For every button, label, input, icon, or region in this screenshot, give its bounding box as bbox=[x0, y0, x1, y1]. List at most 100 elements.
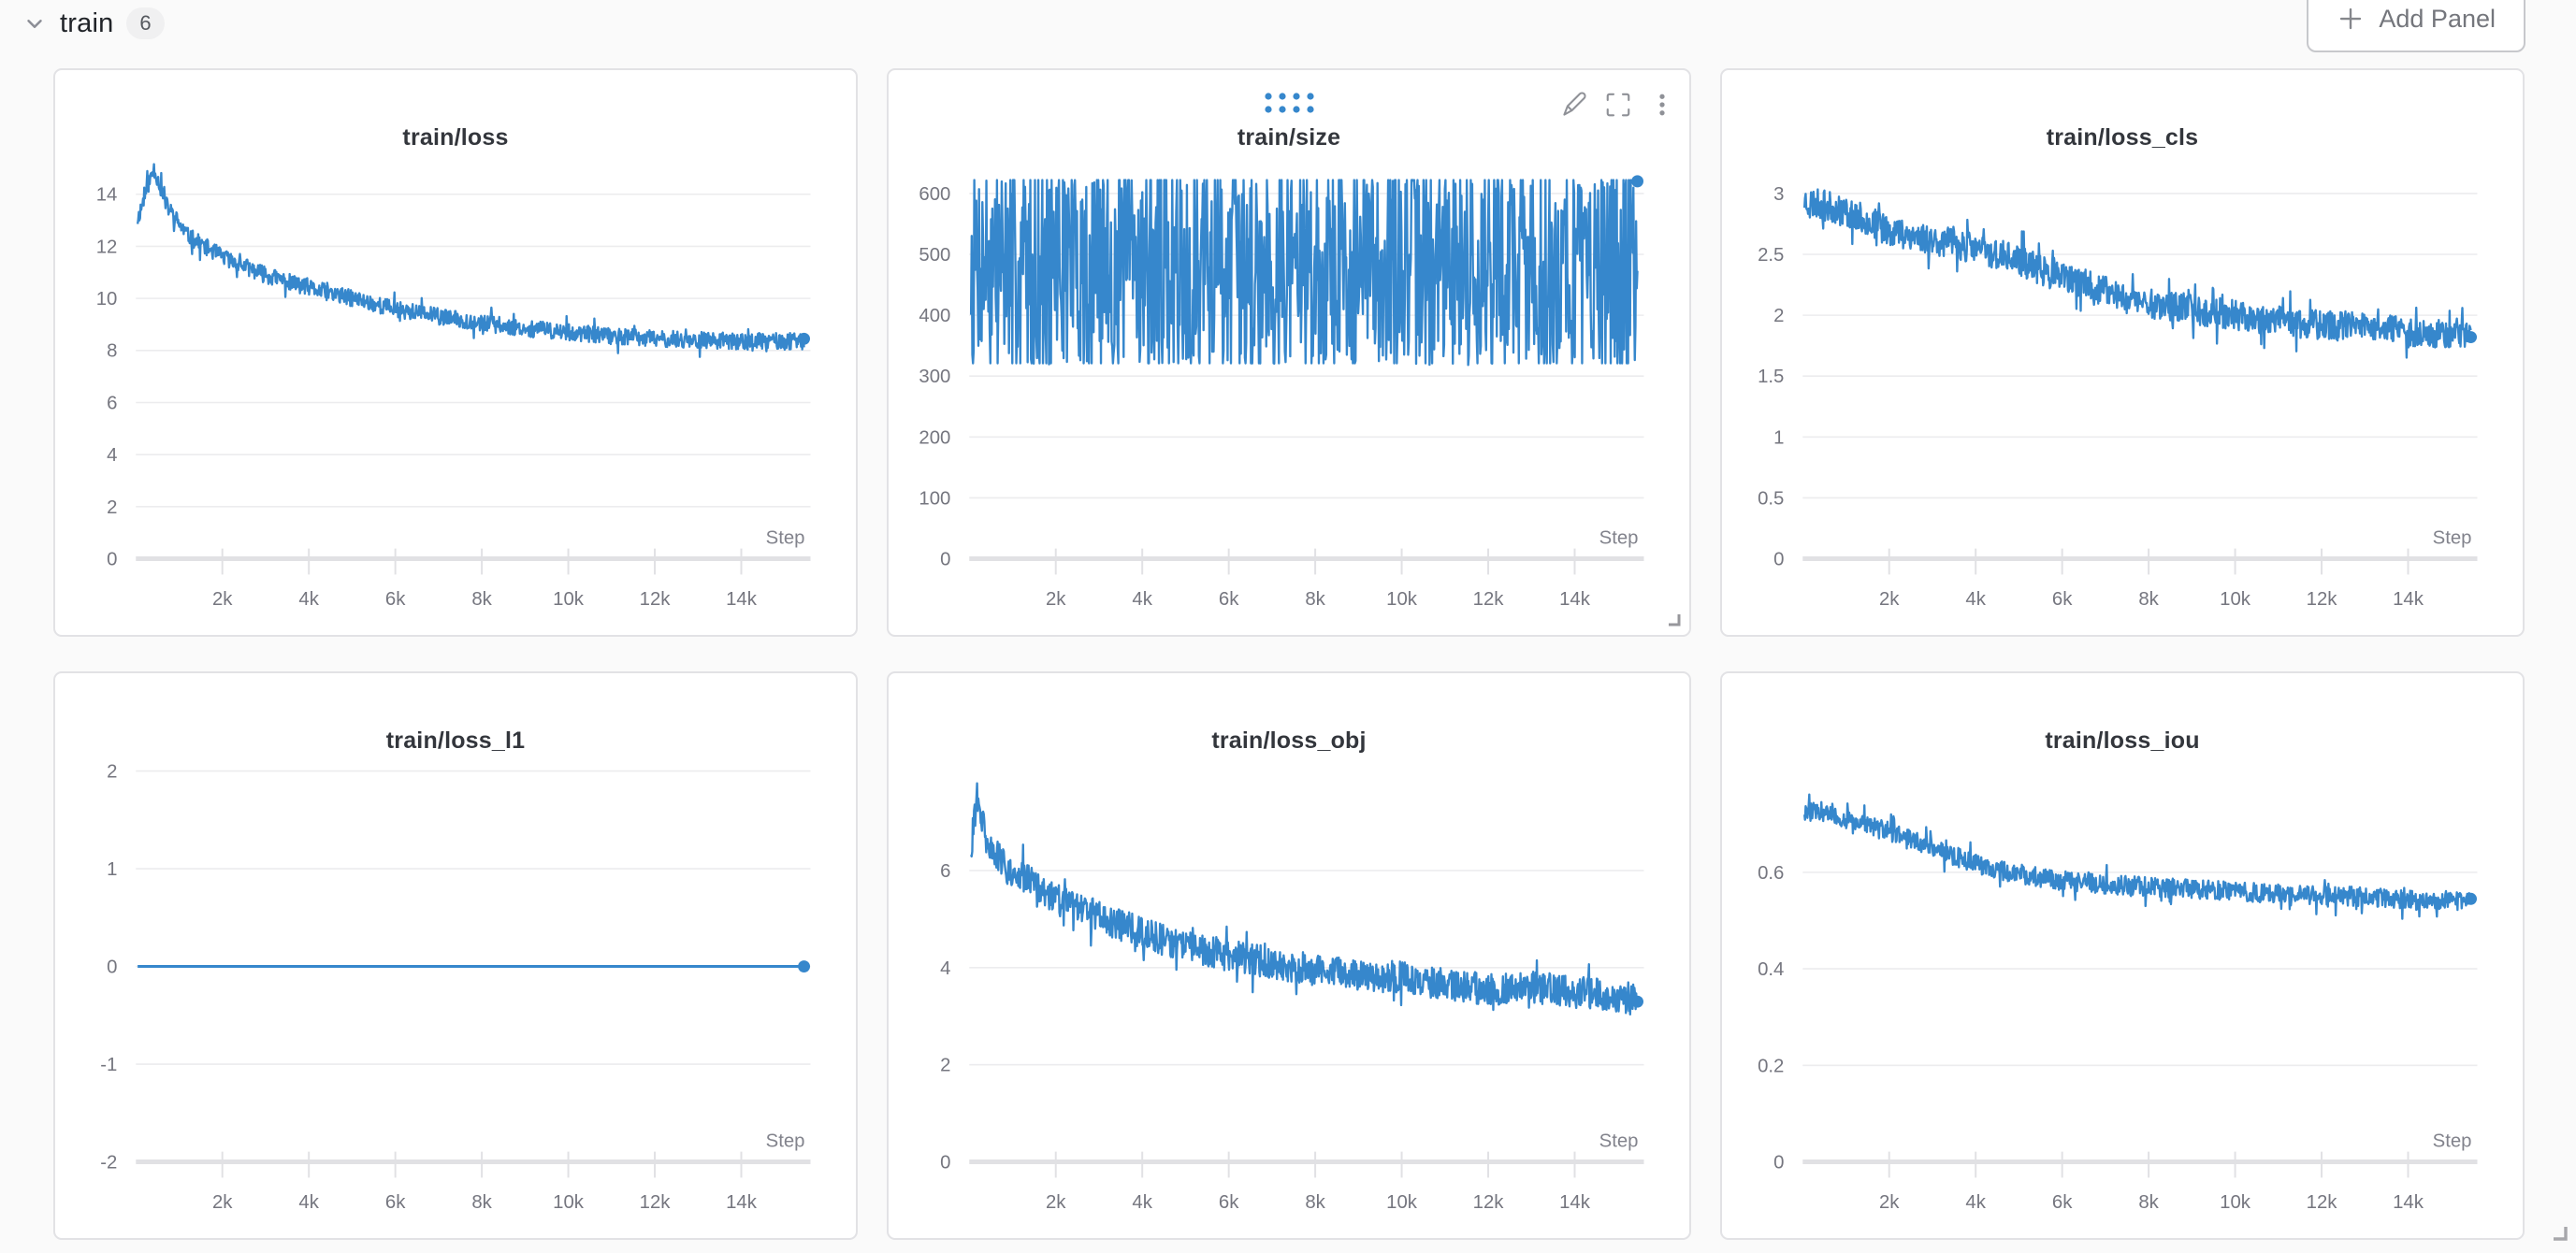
x-tick-label: 14k bbox=[2393, 1192, 2424, 1213]
panel-train-loss: train/loss 0 2 4 6 8 10 12 14 2k 4k 6k 8k 10k 12k 14k St… bbox=[53, 68, 858, 637]
add-panel-label: Add Panel bbox=[2379, 4, 2496, 33]
y-tick-label: 3 bbox=[1773, 184, 1784, 205]
y-tick-label: -1 bbox=[100, 1055, 117, 1075]
y-tick-label: 200 bbox=[919, 427, 950, 448]
x-tick-label: 10k bbox=[2220, 1192, 2251, 1213]
y-tick-label: 0 bbox=[940, 549, 950, 569]
panel-title: train/loss_obj bbox=[1211, 727, 1367, 754]
panel-resize-handle[interactable] bbox=[1666, 612, 1683, 628]
chart-train-loss-l1[interactable]: -2 -1 0 1 2 2k 4k 6k 8k 10k 12k 14k Step bbox=[55, 673, 856, 1238]
x-tick-label: 2k bbox=[212, 1192, 233, 1213]
y-tick-label: 300 bbox=[919, 367, 950, 387]
panel-train-size: train/size 0 100 200 300 400 500 600 2k 4k 6k 8k 10k… bbox=[887, 68, 1691, 637]
x-tick-label: 2k bbox=[1879, 589, 1900, 610]
x-tick-label: 6k bbox=[385, 1192, 406, 1213]
x-tick-label: 4k bbox=[298, 589, 319, 610]
x-tick-label: 4k bbox=[1132, 589, 1152, 610]
last-value-dot bbox=[798, 332, 811, 345]
y-tick-label: 400 bbox=[919, 306, 950, 326]
x-tick-label: 2k bbox=[1046, 589, 1066, 610]
x-tick-label: 6k bbox=[1219, 1192, 1239, 1213]
x-tick-label: 8k bbox=[471, 589, 492, 610]
drag-handle-icon[interactable] bbox=[1261, 91, 1317, 115]
y-tick-label: 10 bbox=[96, 289, 118, 310]
x-axis-title: Step bbox=[2433, 528, 2472, 549]
y-tick-label: -2 bbox=[100, 1152, 117, 1173]
y-tick-label: 600 bbox=[919, 184, 950, 205]
x-tick-label: 10k bbox=[2220, 589, 2251, 610]
section-resize-handle[interactable] bbox=[2551, 1224, 2569, 1243]
y-tick-label: 8 bbox=[107, 341, 117, 362]
chart-train-loss-cls[interactable]: 0 0.5 1 1.5 2 2.5 3 2k 4k 6k 8k 10k 12k 14k Step bbox=[1722, 70, 2523, 635]
series-line bbox=[1802, 188, 2472, 359]
x-tick-label: 12k bbox=[640, 589, 672, 610]
x-tick-label: 6k bbox=[2052, 1192, 2073, 1213]
y-tick-label: 100 bbox=[919, 488, 950, 509]
panel-title: train/size bbox=[1237, 124, 1341, 151]
kebab-menu-icon[interactable] bbox=[1648, 91, 1676, 119]
y-tick-label: 2 bbox=[107, 762, 117, 783]
last-value-dot bbox=[1631, 995, 1644, 1008]
y-tick-label: 0 bbox=[1773, 1152, 1784, 1173]
panel-count-badge: 6 bbox=[126, 7, 165, 40]
y-tick-label: 0.2 bbox=[1758, 1056, 1784, 1076]
x-tick-label: 2k bbox=[1046, 1192, 1066, 1213]
panel-train-loss-l1: train/loss_l1 -2 -1 0 1 2 2k 4k 6k 8k 10k 12k 14k Ste… bbox=[53, 671, 858, 1240]
y-tick-label: 500 bbox=[919, 245, 950, 266]
y-tick-label: 1 bbox=[1773, 427, 1784, 448]
last-value-dot bbox=[798, 960, 811, 973]
panel-train-loss-cls: train/loss_cls 0 0.5 1 1.5 2 2.5 3 2k 4k 6k 8k 10k 12… bbox=[1720, 68, 2525, 637]
add-panel-button[interactable]: Add Panel bbox=[2307, 0, 2525, 52]
x-tick-label: 10k bbox=[1386, 589, 1418, 610]
y-tick-label: 2 bbox=[1773, 306, 1784, 326]
section-title: train bbox=[60, 7, 114, 38]
fullscreen-icon[interactable] bbox=[1604, 91, 1632, 119]
last-value-dot bbox=[2465, 331, 2478, 344]
x-tick-label: 6k bbox=[2052, 589, 2073, 610]
panel-title: train/loss_iou bbox=[2045, 727, 2200, 754]
edit-pencil-icon[interactable] bbox=[1560, 91, 1588, 119]
x-tick-label: 14k bbox=[726, 1192, 758, 1213]
y-tick-label: 6 bbox=[940, 861, 950, 882]
series-line bbox=[136, 163, 805, 358]
x-tick-label: 6k bbox=[1219, 589, 1239, 610]
x-axis-title: Step bbox=[2433, 1131, 2472, 1152]
series-line bbox=[1802, 793, 2472, 920]
section-header: train 6 bbox=[22, 7, 165, 40]
y-tick-label: 12 bbox=[96, 237, 118, 257]
series-line bbox=[969, 179, 1639, 367]
y-tick-label: 1.5 bbox=[1758, 367, 1784, 387]
chart-train-loss[interactable]: 0 2 4 6 8 10 12 14 2k 4k 6k 8k 10k 12k 14k Step bbox=[55, 70, 856, 635]
chart-train-loss-iou[interactable]: 0 0.2 0.4 0.6 2k 4k 6k 8k 10k 12k 14k Step bbox=[1722, 673, 2523, 1238]
chart-train-loss-obj[interactable]: 0 2 4 6 2k 4k 6k 8k 10k 12k 14k Step bbox=[889, 673, 1689, 1238]
x-tick-label: 4k bbox=[298, 1192, 319, 1213]
y-tick-label: 14 bbox=[96, 185, 118, 206]
last-value-dot bbox=[2465, 892, 2478, 905]
x-tick-label: 10k bbox=[1386, 1192, 1418, 1213]
y-tick-label: 0.4 bbox=[1758, 959, 1784, 980]
series-line bbox=[970, 782, 1639, 1015]
panel-actions bbox=[1560, 91, 1676, 119]
x-tick-label: 2k bbox=[212, 589, 233, 610]
x-tick-label: 14k bbox=[2393, 589, 2424, 610]
x-tick-label: 6k bbox=[385, 589, 406, 610]
y-tick-label: 0 bbox=[1773, 549, 1784, 569]
x-tick-label: 4k bbox=[1965, 589, 1986, 610]
y-tick-label: 4 bbox=[940, 958, 950, 979]
plus-icon bbox=[2340, 7, 2362, 30]
y-tick-label: 2 bbox=[107, 497, 117, 518]
y-tick-label: 0.6 bbox=[1758, 863, 1784, 884]
x-tick-label: 14k bbox=[726, 589, 758, 610]
x-axis-title: Step bbox=[766, 1131, 805, 1152]
x-tick-label: 4k bbox=[1965, 1192, 1986, 1213]
x-tick-label: 12k bbox=[2307, 1192, 2338, 1213]
x-axis-title: Step bbox=[1599, 1131, 1639, 1152]
x-tick-label: 4k bbox=[1132, 1192, 1152, 1213]
x-tick-label: 2k bbox=[1879, 1192, 1900, 1213]
panel-train-loss-iou: train/loss_iou 0 0.2 0.4 0.6 2k 4k 6k 8k 10k 12k 14… bbox=[1720, 671, 2525, 1240]
x-axis-title: Step bbox=[1599, 528, 1639, 549]
chart-train-size[interactable]: 0 100 200 300 400 500 600 2k 4k 6k 8k 10k 12k 14k Step bbox=[889, 70, 1689, 635]
x-tick-label: 8k bbox=[471, 1192, 492, 1213]
x-tick-label: 8k bbox=[1305, 589, 1325, 610]
chevron-down-icon[interactable] bbox=[22, 11, 47, 36]
